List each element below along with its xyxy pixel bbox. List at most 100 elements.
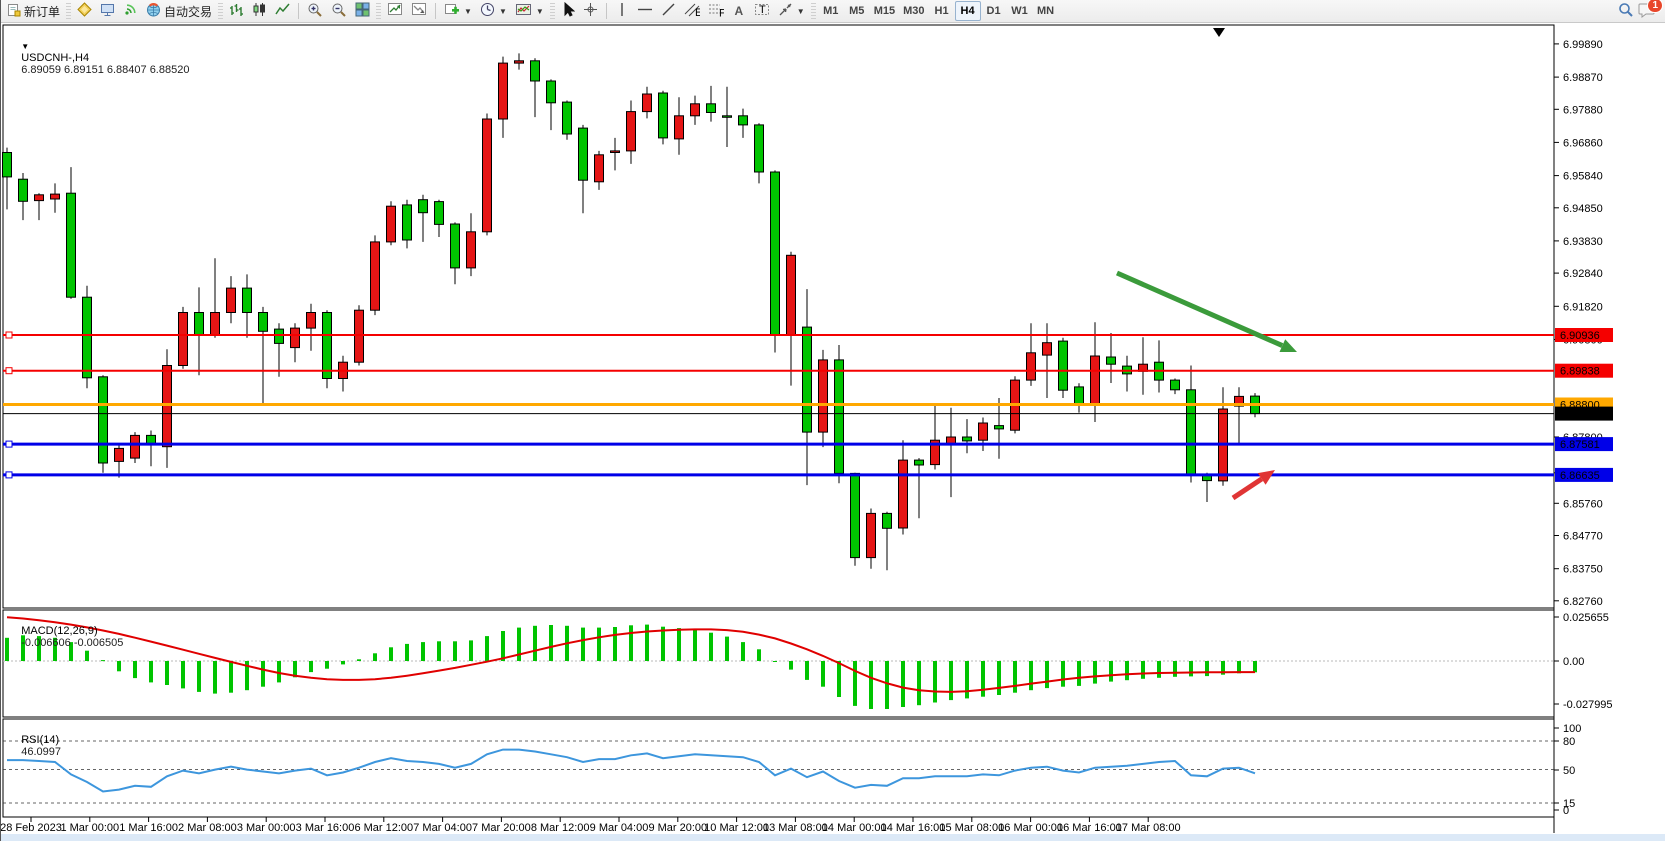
svg-text:6.83750: 6.83750 xyxy=(1563,564,1603,576)
crosshair-tool-button[interactable] xyxy=(579,1,602,21)
svg-text:15: 15 xyxy=(1563,798,1575,810)
timeframe-m15-button[interactable]: M15 xyxy=(870,1,899,21)
toolbar-separator xyxy=(435,3,437,19)
svg-text:0.00: 0.00 xyxy=(1563,656,1584,668)
period-clock-button[interactable]: ▼ xyxy=(476,1,511,21)
chart-ohlc-values: 6.89059 6.89151 6.88407 6.88520 xyxy=(21,64,190,76)
text-tool-button[interactable]: A xyxy=(728,1,750,21)
autotrading-button[interactable]: 自动交易 xyxy=(142,1,216,21)
toolbar-grip xyxy=(549,3,555,19)
timeframe-d1-button[interactable]: D1 xyxy=(981,1,1007,21)
notifications-button[interactable]: 1 xyxy=(1638,0,1663,21)
template-button[interactable]: ▼ xyxy=(511,1,548,21)
signal-icon xyxy=(123,2,138,20)
svg-text:1 Mar 16:00: 1 Mar 16:00 xyxy=(119,822,178,834)
svg-text:50: 50 xyxy=(1563,765,1575,777)
svg-text:6.98870: 6.98870 xyxy=(1563,72,1603,84)
svg-text:7 Mar 20:00: 7 Mar 20:00 xyxy=(472,822,531,834)
zoom-out-button[interactable] xyxy=(327,1,351,21)
arrows-tool-icon xyxy=(778,2,793,20)
chevron-down-icon: ▼ xyxy=(796,6,805,16)
vertical-line-tool-button[interactable] xyxy=(611,1,633,21)
svg-text:9 Mar 20:00: 9 Mar 20:00 xyxy=(648,822,707,834)
svg-text:10 Mar 12:00: 10 Mar 12:00 xyxy=(704,822,769,834)
scroll-marker-icon[interactable] xyxy=(1213,28,1225,37)
horizontal-lines[interactable]: 6.909366.898386.888006.885206.875816.866… xyxy=(3,328,1613,482)
new-order-button[interactable]: 新订单 xyxy=(3,1,64,21)
svg-text:28 Feb 2023: 28 Feb 2023 xyxy=(1,822,62,834)
search-button[interactable] xyxy=(1614,1,1638,21)
timeframe-h4-button[interactable]: H4 xyxy=(954,1,981,21)
svg-text:14 Mar 00:00: 14 Mar 00:00 xyxy=(822,822,887,834)
svg-text:6 Mar 12:00: 6 Mar 12:00 xyxy=(354,822,413,834)
annotation-arrows[interactable] xyxy=(1115,270,1297,501)
ohlc-bars-icon xyxy=(229,2,244,20)
collapse-icon: ▼ xyxy=(21,42,30,51)
svg-text:17 Mar 08:00: 17 Mar 08:00 xyxy=(1116,822,1181,834)
new-order-icon xyxy=(7,3,21,20)
ohlc-bars-button[interactable] xyxy=(225,1,248,21)
macd-pane: 0.025655 0.00 -0.027995 xyxy=(3,612,1613,711)
svg-text:2 Mar 08:00: 2 Mar 08:00 xyxy=(178,822,237,834)
trendline-tool-button[interactable] xyxy=(657,1,680,21)
cursor-icon xyxy=(561,1,576,20)
arrange-windows-button[interactable] xyxy=(407,1,431,21)
svg-text:6.93830: 6.93830 xyxy=(1563,236,1603,248)
indicator-window-button[interactable] xyxy=(383,1,407,21)
zoom-in-button[interactable] xyxy=(303,1,327,21)
svg-text:80: 80 xyxy=(1563,736,1575,748)
svg-text:0: 0 xyxy=(1563,805,1569,817)
text-label-tool-button[interactable]: T xyxy=(750,1,774,21)
svg-text:6.94850: 6.94850 xyxy=(1563,203,1603,215)
tile-windows-icon xyxy=(355,2,370,20)
timeframe-m1-button[interactable]: M1 xyxy=(818,1,844,21)
signal-button[interactable] xyxy=(119,1,142,21)
toolbar-grip xyxy=(810,3,816,19)
svg-text:100: 100 xyxy=(1563,723,1581,735)
line-chart-button[interactable] xyxy=(271,1,294,21)
svg-text:6.89838: 6.89838 xyxy=(1560,366,1600,378)
svg-text:8 Mar 12:00: 8 Mar 12:00 xyxy=(531,822,590,834)
timeframe-mn-button[interactable]: MN xyxy=(1033,1,1059,21)
chart-title: ▼ USDCNH-,H4 6.89059 6.89151 6.88407 6.8… xyxy=(9,28,189,88)
cursor-tool-button[interactable] xyxy=(557,1,579,21)
candlestick-button[interactable] xyxy=(248,1,271,21)
horizontal-line-tool-button[interactable] xyxy=(633,1,657,21)
timeframe-w1-button[interactable]: W1 xyxy=(1007,1,1033,21)
crosshair-icon xyxy=(583,2,598,20)
svg-text:6.90936: 6.90936 xyxy=(1560,330,1600,342)
arrows-tool-button[interactable]: ▼ xyxy=(774,1,809,21)
timeframe-m5-button[interactable]: M5 xyxy=(844,1,870,21)
timeframe-h1-button[interactable]: H1 xyxy=(929,1,955,21)
svg-text:9 Mar 04:00: 9 Mar 04:00 xyxy=(590,822,649,834)
svg-text:6.97880: 6.97880 xyxy=(1563,104,1603,116)
candlestick-icon xyxy=(252,2,267,20)
timeframe-m30-button[interactable]: M30 xyxy=(899,1,928,21)
market-watch-button[interactable] xyxy=(96,1,119,21)
svg-text:6.82760: 6.82760 xyxy=(1563,596,1603,608)
macd-values: -0.006606 -0.006505 xyxy=(21,637,124,649)
add-indicator-icon xyxy=(444,2,460,20)
market-watch-icon xyxy=(100,2,115,20)
rsi-name: RSI(14) xyxy=(21,734,60,746)
svg-text:16 Mar 16:00: 16 Mar 16:00 xyxy=(1057,822,1122,834)
red-up-arrow xyxy=(1257,470,1275,485)
tile-windows-button[interactable] xyxy=(351,1,374,21)
zoom-out-icon xyxy=(331,2,347,21)
svg-text:6.85760: 6.85760 xyxy=(1563,498,1603,510)
arrange-icon xyxy=(411,2,427,20)
toolbar-grip xyxy=(376,3,382,19)
chevron-down-icon: ▼ xyxy=(535,6,544,16)
svg-text:6.95840: 6.95840 xyxy=(1563,171,1603,183)
svg-text:F: F xyxy=(719,8,724,18)
fibonacci-tool-button[interactable]: F xyxy=(704,1,728,21)
rsi-indicator-label: RSI(14) 46.0997 xyxy=(9,722,61,770)
pane-frames xyxy=(2,24,1555,833)
channel-tool-button[interactable]: E xyxy=(680,1,704,21)
svg-text:14 Mar 16:00: 14 Mar 16:00 xyxy=(881,822,946,834)
symbols-button[interactable] xyxy=(73,1,96,21)
add-indicator-button[interactable]: ▼ xyxy=(440,1,476,21)
